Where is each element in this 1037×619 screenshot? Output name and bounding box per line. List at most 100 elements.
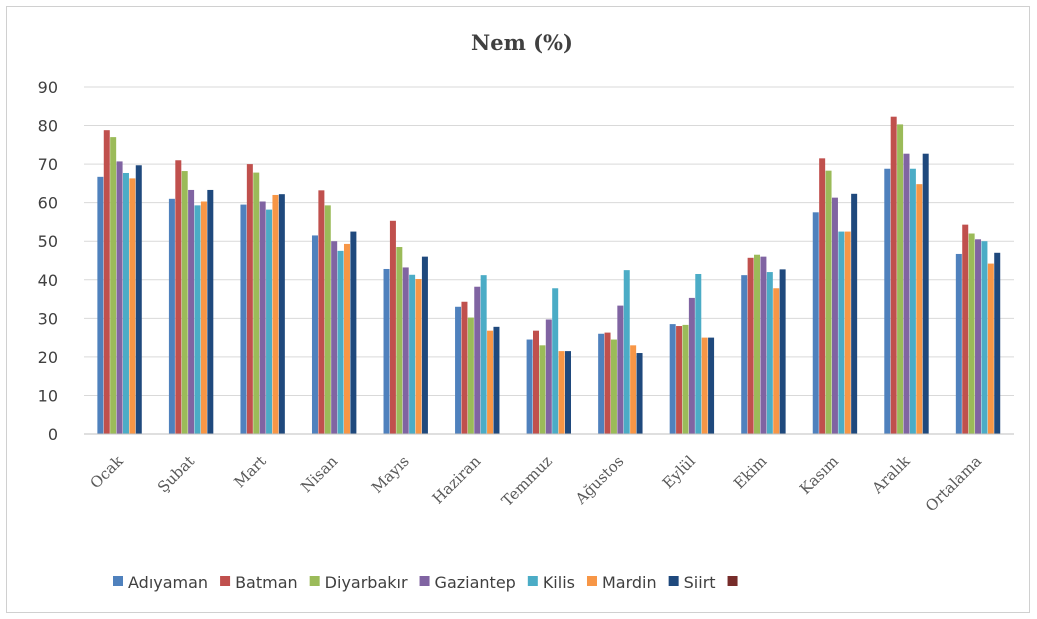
bar: [272, 194, 279, 434]
bar: [122, 172, 129, 435]
legend-label: Kilis: [543, 573, 575, 592]
bar: [110, 137, 117, 434]
bar: [598, 333, 605, 434]
y-tick-label: 70: [38, 155, 58, 174]
bar: [311, 235, 318, 434]
x-tick-label: Aralık: [868, 451, 914, 497]
bar: [253, 172, 260, 434]
bar: [558, 351, 565, 434]
bar: [552, 288, 559, 434]
legend-swatch: [727, 576, 738, 586]
bar: [604, 332, 611, 434]
bar: [968, 233, 975, 434]
bar: [747, 257, 754, 434]
x-tick-label: Temmuz: [498, 452, 556, 510]
bars: [97, 116, 1001, 435]
bar: [981, 241, 988, 434]
bar: [350, 231, 357, 434]
bar: [421, 256, 428, 434]
bar: [844, 231, 851, 434]
legend-label: Diyarbakır: [325, 573, 408, 592]
bar: [168, 198, 175, 434]
bar: [701, 337, 708, 434]
bar: [194, 205, 201, 434]
y-tick-label: 60: [38, 194, 58, 213]
x-tick-label: Ekim: [730, 452, 770, 492]
bar: [916, 184, 923, 434]
bar: [831, 197, 838, 434]
bar: [695, 273, 702, 434]
bar: [884, 168, 891, 435]
bar: [461, 301, 468, 434]
bar: [636, 353, 643, 434]
bar: [324, 205, 331, 434]
bar: [343, 243, 350, 434]
x-tick-label: Ocak: [86, 451, 127, 492]
bar: [493, 326, 500, 434]
bar: [533, 330, 539, 434]
bar: [851, 193, 858, 434]
bar: [922, 153, 929, 434]
bar: [676, 326, 683, 434]
bar: [623, 270, 630, 434]
bar: [188, 189, 195, 434]
gridlines: [84, 86, 1014, 396]
y-tick-label: 10: [38, 386, 58, 405]
legend-label: Gaziantep: [435, 573, 516, 592]
bar: [975, 239, 982, 434]
legend-swatch: [527, 576, 538, 586]
bar: [909, 168, 916, 435]
bar: [890, 116, 897, 434]
bar: [415, 279, 422, 434]
x-tick-label: Mart: [230, 452, 269, 491]
legend-swatch: [220, 576, 231, 586]
legend-swatch: [419, 576, 430, 586]
y-tick-label: 90: [38, 78, 58, 97]
x-tick-label: Nisan: [297, 452, 341, 496]
legend-swatch: [586, 576, 597, 586]
bar: [129, 178, 136, 434]
chart-title: Nem (%): [471, 30, 573, 55]
bar: [135, 165, 142, 434]
bar: [175, 160, 182, 434]
bar: [766, 272, 773, 434]
bar: [630, 345, 637, 434]
bar: [955, 253, 962, 434]
x-tick-label: Kasım: [796, 452, 842, 498]
bar: [331, 241, 338, 434]
bar: [474, 286, 481, 434]
legend: Adıyaman Batman Diyarbakır Gaziantep Kilis Ma…: [113, 573, 738, 592]
y-axis-ticks: 0 10 20 30 40 50 60 70 80 90: [38, 78, 58, 444]
bar: [539, 345, 546, 434]
bar: [545, 319, 552, 434]
x-tick-label: Mayıs: [368, 452, 413, 497]
bar: [903, 153, 910, 434]
bar: [181, 171, 188, 435]
y-tick-label: 0: [48, 425, 58, 444]
bar: [246, 164, 253, 435]
y-tick-label: 30: [38, 309, 58, 328]
y-tick-label: 40: [38, 271, 58, 290]
x-tick-label: Şubat: [154, 452, 198, 496]
bar: [773, 288, 780, 434]
bar: [207, 189, 214, 434]
x-tick-label: Eylül: [659, 452, 699, 492]
bar: [337, 250, 344, 434]
bar: [383, 268, 390, 434]
legend-swatch: [309, 576, 320, 586]
x-tick-label: Ortalama: [922, 452, 985, 515]
bar: [200, 201, 207, 434]
bar: [455, 306, 462, 434]
y-tick-label: 20: [38, 348, 58, 367]
bar: [819, 158, 826, 434]
bar: [526, 339, 533, 434]
bar: [688, 297, 695, 434]
bar: [754, 254, 761, 434]
x-tick-label: Ağustos: [571, 452, 627, 508]
x-axis-ticks: Ocak Şubat Mart Nisan Mayıs Haziran Temmuz Ağus…: [86, 451, 985, 515]
legend-label: Batman: [235, 573, 298, 592]
bar: [389, 220, 396, 434]
bar: [682, 324, 689, 434]
legend-label: Adıyaman: [128, 573, 208, 592]
